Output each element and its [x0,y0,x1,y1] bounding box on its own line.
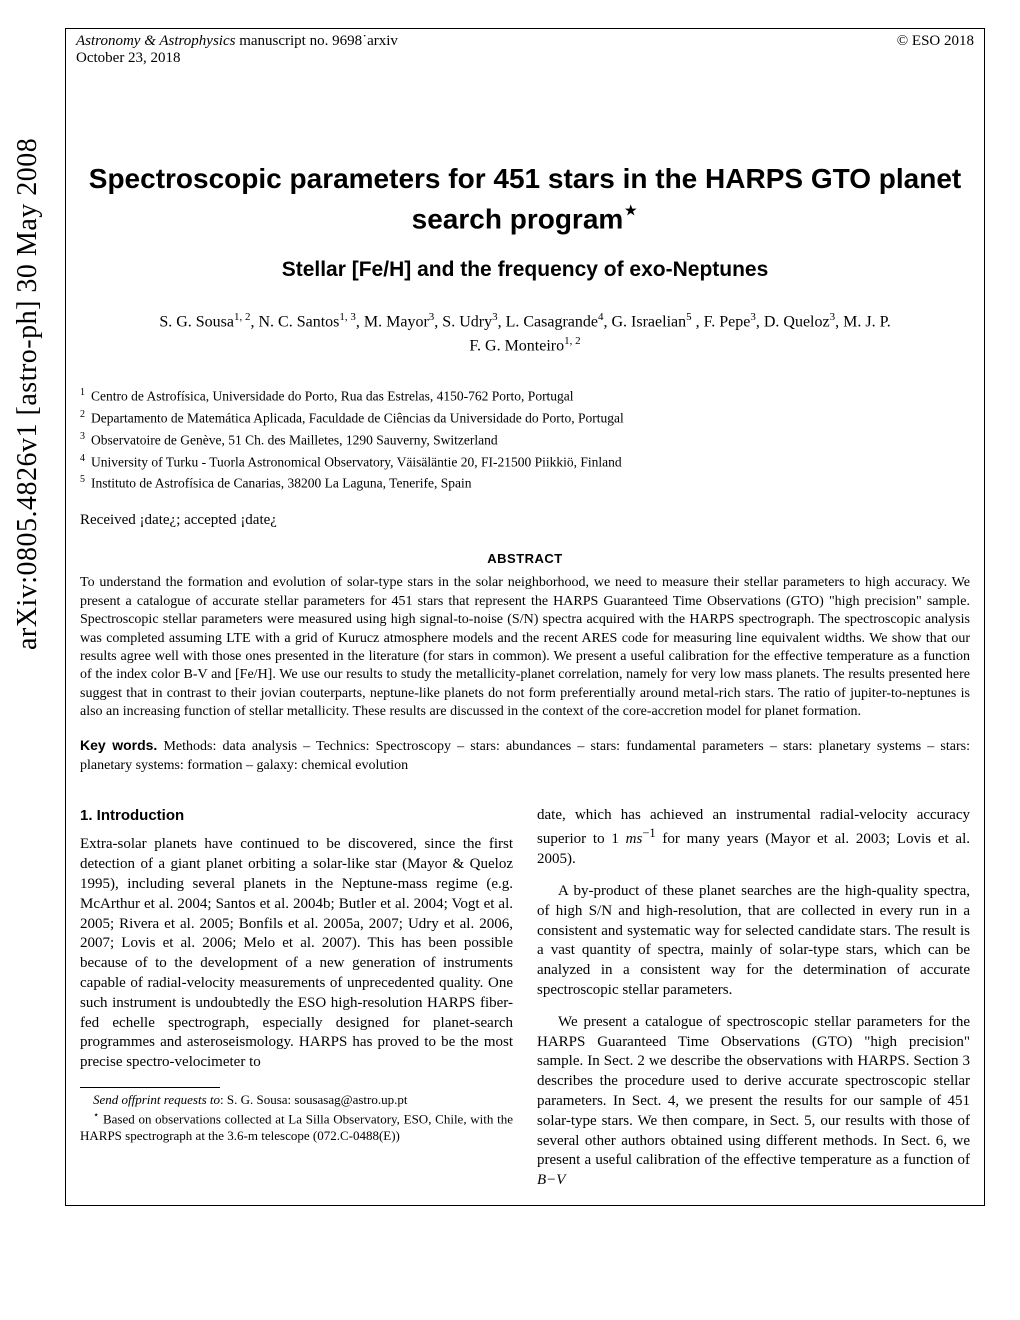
author: , M. J. P. [835,314,891,331]
copyright: © ESO 2018 [897,33,974,50]
affiliation: Instituto de Astrofísica de Canarias, 38… [91,476,471,491]
keywords: Key words. Methods: data analysis – Tech… [80,736,970,776]
affiliation: Observatoire de Genève, 51 Ch. des Maill… [91,432,498,447]
author: , N. C. Santos [251,314,340,331]
author: , S. Udry [434,314,492,331]
affil-sup: 1, 2 [234,311,251,323]
header-bar: Astronomy & Astrophysics manuscript no. … [66,29,984,71]
bv-color-index: B−V [537,1172,565,1188]
affil-num: 2 [80,409,85,420]
offprint-text: : S. G. Sousa: sousasag@astro.up.pt [220,1092,407,1107]
two-column-body: 1. Introduction Extra-solar planets have… [80,806,970,1191]
col2-paragraph-2: A by-product of these planet searches ar… [537,882,970,1001]
offprint-label: Send offprint requests to [93,1092,220,1107]
author: F. G. Monteiro [469,337,564,354]
affil-num: 1 [80,387,85,398]
affil-sup: 1, 2 [564,335,581,347]
right-column: date, which has achieved an instrumental… [537,806,970,1191]
author: , G. Israelian [603,314,686,331]
keywords-text: Methods: data analysis – Technics: Spect… [80,739,970,773]
paper-title: Spectroscopic parameters for 451 stars i… [80,161,970,236]
affil-sup: 1, 3 [339,311,356,323]
footnote-rule [80,1087,220,1088]
page-content: Spectroscopic parameters for 451 stars i… [66,71,984,1205]
paper-subtitle: Stellar [Fe/H] and the frequency of exo-… [80,258,970,282]
affil-num: 3 [80,431,85,442]
affiliation: University of Turku - Tuorla Astronomica… [91,454,622,469]
affil-num: 5 [80,474,85,485]
left-column: 1. Introduction Extra-solar planets have… [80,806,513,1191]
affiliation: Centro de Astrofísica, Universidade do P… [91,389,574,404]
journal-name: Astronomy & Astrophysics [76,33,235,49]
unit-exp: −1 [642,826,655,840]
author: , M. Mayor [356,314,429,331]
text: We present a catalogue of spectroscopic … [537,1014,970,1169]
footnotes: Send offprint requests to: S. G. Sousa: … [80,1092,513,1145]
col2-paragraph-1: date, which has achieved an instrumental… [537,806,970,870]
manuscript-no: manuscript no. 9698˙arxiv [235,33,397,49]
unit-ms: ms [626,831,643,847]
affil-num: 4 [80,453,85,464]
author-list: S. G. Sousa1, 2, N. C. Santos1, 3, M. Ma… [80,310,970,357]
received-line: Received ¡date¿; accepted ¡date¿ [80,512,970,529]
author: , F. Pepe [692,314,751,331]
author: S. G. Sousa [159,314,234,331]
affiliation: Departamento de Matemática Aplicada, Fac… [91,411,624,426]
intro-paragraph-1: Extra-solar planets have continued to be… [80,835,513,1073]
affiliations: 1 Centro de Astrofísica, Universidade do … [80,385,970,494]
arxiv-identifier: arXiv:0805.4826v1 [astro-ph] 30 May 2008 [12,138,44,650]
header-left: Astronomy & Astrophysics manuscript no. … [76,33,398,50]
section-1-heading: 1. Introduction [80,806,513,826]
author: , D. Queloz [756,314,830,331]
footnote-obs-text: Based on observations collected at La Si… [80,1111,513,1143]
abstract-text: To understand the formation and evolutio… [80,574,970,722]
author: , L. Casagrande [498,314,598,331]
abstract-heading: ABSTRACT [80,551,970,566]
keywords-label: Key words. [80,737,157,753]
col2-paragraph-3: We present a catalogue of spectroscopic … [537,1013,970,1191]
page-frame: Astronomy & Astrophysics manuscript no. … [65,28,985,1206]
title-line-1: Spectroscopic parameters for 451 stars i… [89,163,961,194]
title-footnote-star: ⋆ [623,197,638,224]
header-date: October 23, 2018 [76,50,974,67]
title-line-2: search program [412,203,624,234]
